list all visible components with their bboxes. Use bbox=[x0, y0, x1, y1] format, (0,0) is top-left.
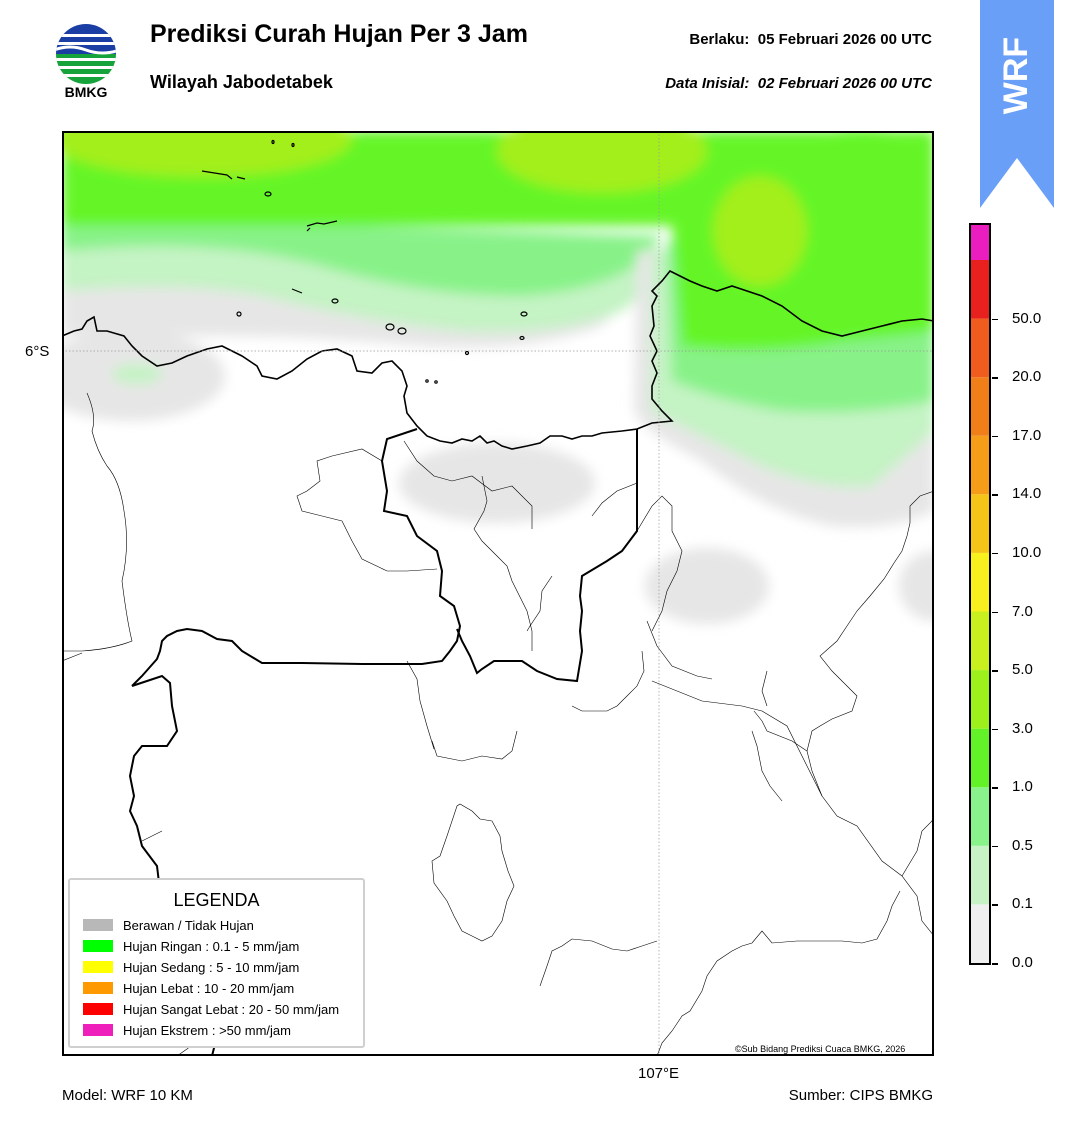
colorbar-tick-label: 3.0 bbox=[1012, 719, 1033, 737]
legend-title: LEGENDA bbox=[173, 890, 260, 910]
legend-item: Hujan Lebat : 10 - 20 mm/jam bbox=[83, 978, 294, 998]
colorbar-segment bbox=[971, 845, 989, 905]
colorbar-tick-label: 17.0 bbox=[1012, 426, 1042, 444]
latitude-label: 6°S bbox=[25, 343, 50, 360]
colorbar-tick-label: 0.5 bbox=[1012, 836, 1033, 854]
colorbar-segment bbox=[971, 611, 989, 671]
legend-swatch bbox=[83, 982, 113, 994]
colorbar-segment bbox=[971, 552, 989, 612]
band-midgreen-north bbox=[62, 211, 662, 296]
colorbar-tick-label: 10.0 bbox=[1012, 543, 1042, 561]
colorbar-tick-label: 5.0 bbox=[1012, 661, 1033, 679]
legend-swatch bbox=[83, 1024, 113, 1036]
longitude-label: 107°E bbox=[638, 1065, 680, 1082]
model-label: Model: WRF 10 KM bbox=[62, 1087, 193, 1104]
legend-swatch bbox=[83, 961, 113, 973]
source-label: Sumber: CIPS BMKG bbox=[788, 1087, 933, 1104]
legend-label: Hujan Ekstrem : >50 mm/jam bbox=[123, 1022, 291, 1038]
legend-swatch bbox=[83, 1003, 113, 1015]
legend-item: Hujan Ekstrem : >50 mm/jam bbox=[83, 1020, 291, 1040]
colorbar-tick-label: 1.0 bbox=[1012, 778, 1033, 796]
colorbar-tick-mark bbox=[992, 787, 998, 789]
colorbar-tick-label: 14.0 bbox=[1012, 485, 1042, 503]
legend-item: Hujan Ringan : 0.1 - 5 mm/jam bbox=[83, 936, 299, 956]
graticule bbox=[62, 131, 934, 1056]
logo-text: BMKG bbox=[64, 84, 108, 100]
valid-time: Berlaku: 05 Februari 2026 00 UTC bbox=[689, 31, 932, 48]
legend-item: Hujan Sedang : 5 - 10 mm/jam bbox=[83, 957, 299, 977]
valid-value: 05 Februari 2026 00 UTC bbox=[757, 31, 932, 48]
initial-time: Data Inisial: 02 Februari 2026 00 UTC bbox=[665, 75, 932, 92]
legend-label: Berawan / Tidak Hujan bbox=[123, 917, 254, 933]
colorbar-tick-label: 7.0 bbox=[1012, 602, 1033, 620]
colorbar-segment bbox=[971, 318, 989, 378]
colorbar-tick-mark bbox=[992, 963, 998, 965]
regency-borders bbox=[62, 392, 934, 1056]
colorbar-segment bbox=[971, 787, 989, 846]
colorbar-tick-mark bbox=[992, 552, 998, 555]
legend-label: Hujan Lebat : 10 - 20 mm/jam bbox=[123, 980, 295, 996]
colorbar-tick-mark bbox=[992, 845, 998, 848]
colorbar-tick-label: 20.0 bbox=[1012, 368, 1042, 386]
wrf-ribbon-text: WRF bbox=[997, 36, 1036, 114]
colorbar-tick-mark bbox=[992, 728, 998, 731]
colorbar-tick-mark bbox=[992, 494, 998, 496]
colorbar-segment bbox=[971, 260, 989, 319]
colorbar-tick-mark bbox=[992, 670, 998, 672]
bmkg-logo bbox=[56, 24, 116, 84]
colorbar bbox=[969, 223, 991, 965]
legend-label: Hujan Sangat Lebat : 20 - 50 mm/jam bbox=[123, 1001, 340, 1017]
colorbar-segment bbox=[971, 435, 989, 495]
colorbar-segment bbox=[971, 377, 989, 436]
wrf-ribbon bbox=[980, 0, 1054, 208]
colorbar-tick-mark bbox=[992, 377, 998, 379]
page-title: Prediksi Curah Hujan Per 3 Jam bbox=[150, 20, 528, 48]
legend-label: Hujan Sedang : 5 - 10 mm/jam bbox=[123, 959, 300, 975]
legend-box: LEGENDA Berawan / Tidak Hujan Hujan Ring… bbox=[68, 878, 365, 1048]
colorbar-tick-label: 0.0 bbox=[1012, 954, 1033, 971]
map-credit: ©Sub Bidang Prediksi Cuaca BMKG, 2026 bbox=[735, 1044, 906, 1054]
colorbar-tick-label: 0.1 bbox=[1012, 895, 1033, 913]
initial-label: Data Inisial: bbox=[665, 75, 750, 92]
legend-item: Hujan Sangat Lebat : 20 - 50 mm/jam bbox=[83, 999, 339, 1019]
region-subtitle: Wilayah Jabodetabek bbox=[150, 72, 333, 92]
colorbar-tick-mark bbox=[992, 435, 998, 438]
legend-item: Berawan / Tidak Hujan bbox=[83, 915, 254, 935]
legend-label: Hujan Ringan : 0.1 - 5 mm/jam bbox=[123, 938, 300, 954]
colorbar-tick-mark bbox=[992, 611, 998, 613]
colorbar-tick-mark bbox=[992, 904, 998, 906]
colorbar-tick-mark bbox=[992, 318, 998, 321]
colorbar-tick-label: 50.0 bbox=[1012, 309, 1042, 327]
initial-value: 02 Februari 2026 00 UTC bbox=[757, 75, 932, 92]
legend-swatch bbox=[83, 940, 113, 952]
colorbar-segment bbox=[971, 904, 989, 963]
rain-shading bbox=[62, 131, 934, 624]
colorbar-segment bbox=[971, 670, 989, 729]
valid-label: Berlaku: bbox=[689, 31, 750, 48]
legend-swatch bbox=[83, 919, 113, 931]
colorbar-segment bbox=[971, 225, 989, 260]
coastline bbox=[62, 269, 934, 450]
islands bbox=[201, 139, 528, 384]
colorbar-segment bbox=[971, 728, 989, 788]
colorbar-segment bbox=[971, 494, 989, 553]
